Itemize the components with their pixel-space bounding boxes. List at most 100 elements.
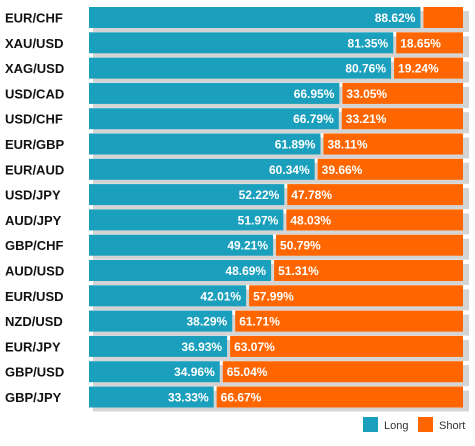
data-label-short: 65.04% [227,365,268,379]
data-label-short: 19.24% [398,62,439,76]
bar-short [396,32,463,54]
data-label-long: 61.89% [275,138,316,152]
data-label-short: 33.05% [346,87,387,101]
chart-row-usd-chf: USD/CHF 66.79% 33.21% [5,108,469,134]
bar-short [222,361,463,383]
data-label-short: 51.31% [278,264,319,278]
bar-long [89,32,394,54]
bar-long [89,7,421,28]
bar-short [286,209,463,231]
bar-short [249,285,463,307]
bar-short [216,386,463,408]
bar-short [317,158,463,180]
chart-row-xau-usd: XAU/USD 81.35% 18.65% [5,32,469,58]
chart-row-aud-usd: AUD/USD 48.69% 51.31% [5,260,469,285]
y-tick-label: NZD/USD [5,314,63,329]
data-label-long: 80.76% [345,62,386,76]
y-tick-label: USD/CAD [5,86,64,101]
y-tick-label: USD/JPY [5,188,61,203]
bar-short [323,133,463,155]
bar-short [423,7,463,28]
chart-row-aud-jpy: AUD/JPY 51.97% 48.03% [5,209,469,235]
chart-rows: EUR/CHF 88.62% XAU/USD 81.35% 18.65% XAG/USD 8… [5,7,469,412]
bar-short [287,184,463,206]
y-tick-label: GBP/CHF [5,238,64,253]
bar-short [394,57,463,79]
data-label-short: 38.11% [327,138,367,152]
bar-long [89,209,284,231]
bar-short [341,108,463,130]
chart-row-usd-cad: USD/CAD 66.95% 33.05% [5,82,469,108]
y-tick-label: EUR/JPY [5,339,61,354]
data-label-long: 88.62% [375,11,416,25]
bar-long [89,285,247,307]
chart-row-gbp-usd: GBP/USD 34.96% 65.04% [5,361,469,387]
data-label-short: 61.71% [239,315,280,329]
chart-row-eur-jpy: EUR/JPY 36.93% 63.07% [5,335,469,361]
data-label-long: 36.93% [181,340,222,354]
bar-long [89,361,220,383]
data-label-short: 33.21% [346,112,387,126]
data-label-long: 33.33% [168,391,209,405]
chart-row-gbp-chf: GBP/CHF 49.21% 50.79% [5,234,469,260]
data-label-short: 39.66% [322,163,363,177]
bar-long [89,260,272,281]
data-label-long: 81.35% [348,36,389,50]
legend-swatch-short [418,417,433,432]
chart-row-eur-gbp: EUR/GBP 61.89% 38.11% [5,133,469,159]
chart-row-nzd-usd: NZD/USD 38.29% 61.71% [5,310,469,336]
data-label-long: 48.69% [225,264,266,278]
y-tick-label: AUD/USD [5,264,64,279]
data-label-short: 18.65% [400,36,441,50]
data-label-short: 50.79% [280,239,321,253]
data-label-short: 47.78% [291,188,332,202]
data-label-long: 52.22% [239,188,280,202]
bar-short [342,82,463,104]
chart-row-xag-usd: XAG/USD 80.76% 19.24% [5,57,469,83]
data-label-long: 66.79% [293,112,334,126]
y-tick-label: EUR/GBP [5,137,65,152]
bar-short [230,335,463,357]
data-label-long: 34.96% [174,365,215,379]
y-tick-label: GBP/JPY [5,390,62,405]
bar-long [89,335,228,357]
bar-long [89,158,315,180]
legend-label-long: Long [384,420,408,432]
y-tick-label: XAU/USD [5,36,64,51]
chart-legend: Long Short [363,417,465,432]
data-label-long: 42.01% [200,289,241,303]
bar-short [235,310,463,332]
bar-short [276,234,463,256]
data-label-long: 38.29% [187,315,228,329]
y-tick-label: EUR/USD [5,289,64,304]
chart-row-eur-chf: EUR/CHF 88.62% [5,7,469,32]
bar-long [89,234,274,256]
legend-swatch-long [363,417,378,432]
data-label-short: 66.67% [221,391,262,405]
data-label-long: 60.34% [269,163,310,177]
y-tick-label: XAG/USD [5,61,64,76]
bar-long [89,386,214,408]
legend-label-short: Short [439,420,465,432]
data-label-long: 66.95% [294,87,335,101]
data-label-short: 63.07% [234,340,275,354]
bar-long [89,57,392,79]
y-tick-label: USD/CHF [5,112,63,127]
data-label-long: 51.97% [238,213,279,227]
y-tick-label: AUD/JPY [5,213,62,228]
chart-row-gbp-jpy: GBP/JPY 33.33% 66.67% [5,386,469,412]
y-tick-label: GBP/USD [5,365,64,380]
bar-long [89,184,285,206]
data-label-short: 48.03% [290,213,331,227]
bar-long [89,82,340,104]
chart-row-eur-aud: EUR/AUD 60.34% 39.66% [5,158,469,184]
data-label-short: 57.99% [253,289,294,303]
bar-long [89,310,233,332]
bar-short [274,260,463,281]
y-tick-label: EUR/CHF [5,11,63,26]
bar-long [89,108,339,130]
bar-long [89,133,321,155]
y-tick-label: EUR/AUD [5,162,64,177]
